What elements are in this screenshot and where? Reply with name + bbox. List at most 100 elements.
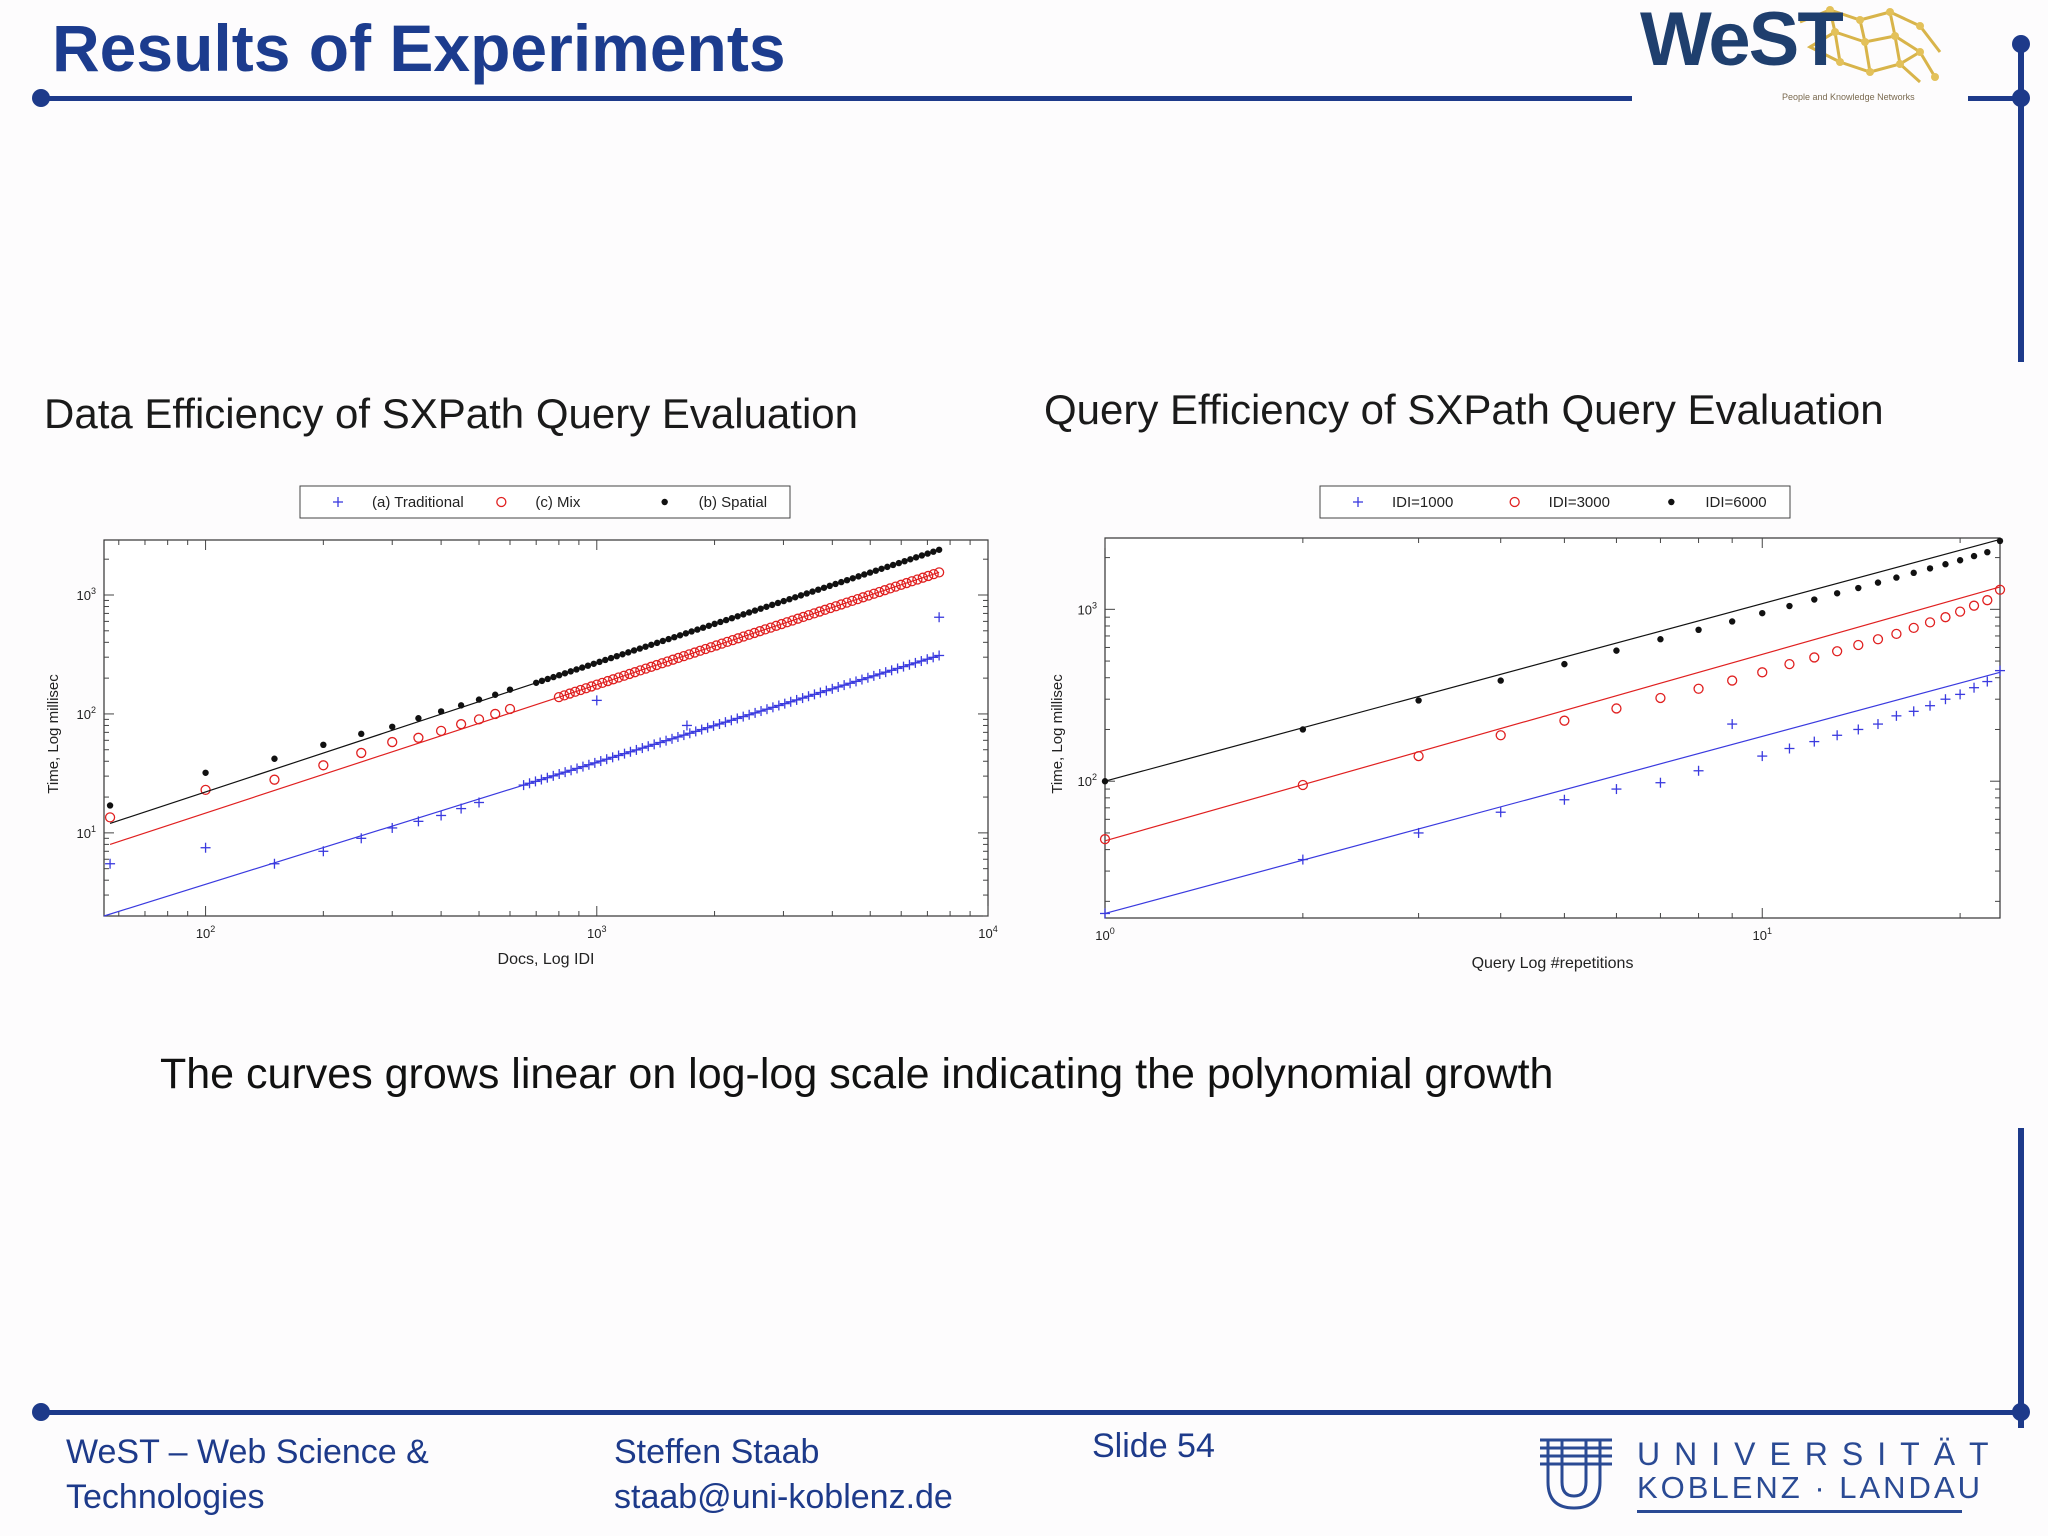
right-border-bottom bbox=[2018, 1128, 2024, 1428]
data-point bbox=[895, 559, 903, 567]
data-point bbox=[773, 700, 784, 711]
data-point bbox=[550, 673, 557, 681]
data-point bbox=[934, 612, 945, 623]
data-point bbox=[586, 681, 597, 692]
data-point bbox=[655, 737, 666, 748]
data-point bbox=[780, 597, 787, 605]
data-point bbox=[933, 567, 945, 578]
data-point bbox=[809, 588, 816, 595]
data-point bbox=[720, 717, 731, 728]
data-point bbox=[651, 659, 662, 671]
y-axis-label: Time, Log millisec bbox=[1049, 674, 1066, 794]
data-point bbox=[318, 760, 329, 771]
data-point bbox=[1757, 751, 1768, 762]
series-2 bbox=[1101, 537, 2004, 785]
data-point bbox=[798, 611, 809, 623]
data-point bbox=[629, 667, 641, 678]
footer-author-email[interactable]: staab@uni-koblenz.de bbox=[614, 1478, 953, 1516]
data-point bbox=[1926, 565, 1934, 572]
data-point bbox=[849, 575, 856, 582]
data-point bbox=[767, 702, 778, 713]
data-point bbox=[763, 603, 770, 610]
chart-title-data-efficiency: Data Efficiency of SXPath Query Evaluati… bbox=[44, 390, 858, 437]
data-point bbox=[1955, 689, 1966, 700]
data-point bbox=[791, 694, 802, 705]
fit-line bbox=[1104, 671, 2001, 915]
footer-author: Steffen Staab staab@uni-koblenz.de bbox=[614, 1430, 953, 1520]
data-point bbox=[861, 571, 868, 578]
data-point bbox=[1910, 569, 1917, 577]
y-tick-label: 103 bbox=[1078, 600, 1097, 617]
data-point bbox=[554, 769, 565, 780]
data-point bbox=[1100, 908, 1110, 919]
data-point bbox=[389, 723, 396, 730]
legend: (a) Traditional (c) Mix (b) Spatial bbox=[299, 485, 791, 519]
data-point bbox=[1495, 730, 1506, 741]
data-point bbox=[653, 639, 661, 647]
data-point bbox=[890, 581, 901, 592]
data-point bbox=[536, 774, 547, 785]
data-point bbox=[1853, 724, 1864, 735]
data-point bbox=[619, 748, 630, 759]
data-point bbox=[630, 647, 638, 654]
data-point bbox=[740, 611, 747, 618]
fit-line bbox=[109, 571, 940, 845]
data-point bbox=[885, 583, 896, 594]
data-point bbox=[1809, 736, 1820, 747]
legend-marker bbox=[661, 498, 668, 506]
data-point bbox=[387, 822, 398, 833]
data-point bbox=[819, 604, 831, 615]
data-point bbox=[918, 552, 926, 559]
right-border-top bbox=[2018, 42, 2024, 362]
data-point bbox=[457, 702, 465, 709]
data-point bbox=[827, 683, 838, 694]
data-point bbox=[624, 668, 635, 680]
data-point bbox=[607, 752, 618, 763]
data-point bbox=[1982, 595, 1993, 606]
data-point bbox=[584, 662, 592, 669]
data-point bbox=[1693, 683, 1704, 694]
y-tick-label: 103 bbox=[77, 586, 96, 603]
y-axis-label: Time, Log millisec bbox=[45, 674, 62, 794]
data-point bbox=[1757, 667, 1768, 678]
data-point bbox=[711, 640, 722, 651]
data-point bbox=[934, 650, 945, 661]
data-point bbox=[1727, 675, 1738, 686]
data-point bbox=[1611, 703, 1622, 714]
data-point bbox=[662, 656, 673, 667]
legend-marker bbox=[333, 497, 343, 507]
data-point bbox=[1497, 677, 1504, 684]
data-point bbox=[895, 579, 907, 590]
data-point bbox=[561, 670, 569, 677]
data-point bbox=[722, 636, 733, 648]
data-point bbox=[415, 715, 422, 722]
university-underline bbox=[1637, 1510, 1962, 1513]
west-logo: WeST People and Knowledge Networks bbox=[1630, 0, 1970, 110]
data-point bbox=[751, 607, 759, 614]
legend-label: IDI=3000 bbox=[1549, 494, 1610, 511]
data-point bbox=[271, 755, 278, 762]
data-point bbox=[716, 638, 727, 649]
data-point bbox=[618, 670, 630, 681]
data-point bbox=[1297, 854, 1308, 865]
legend-marker bbox=[1353, 497, 1363, 507]
data-point bbox=[678, 730, 689, 741]
data-point bbox=[602, 656, 609, 664]
data-point bbox=[694, 626, 701, 633]
data-point bbox=[579, 664, 586, 671]
data-point bbox=[711, 620, 718, 628]
data-point bbox=[1925, 700, 1936, 711]
data-point bbox=[1415, 697, 1422, 704]
chart-query-efficiency: 100 101 102 103 Query Log #repetitions Time, … bbox=[1049, 485, 2006, 972]
data-point bbox=[845, 678, 856, 689]
data-point bbox=[575, 684, 586, 696]
top-rule-right bbox=[1968, 96, 2018, 101]
data-point bbox=[852, 593, 863, 605]
minor-ticks bbox=[104, 540, 989, 917]
data-point bbox=[825, 602, 836, 614]
data-point bbox=[532, 679, 540, 686]
data-point bbox=[553, 691, 565, 703]
data-point bbox=[786, 595, 793, 603]
data-point bbox=[1728, 618, 1736, 625]
data-point bbox=[613, 672, 624, 683]
